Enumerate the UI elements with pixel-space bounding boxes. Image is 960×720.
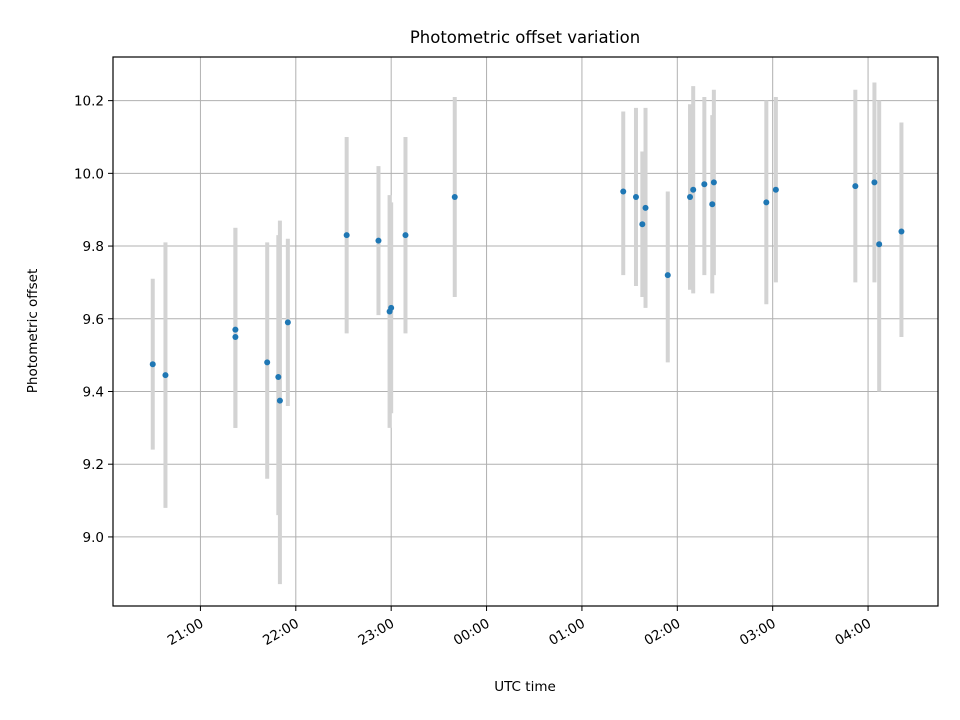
data-point <box>709 201 716 208</box>
data-point <box>375 237 382 244</box>
data-point <box>639 221 646 228</box>
y-tick-label: 9.2 <box>83 457 104 473</box>
data-point <box>871 179 878 186</box>
data-point <box>690 186 697 193</box>
data-point <box>275 373 282 380</box>
y-tick-label: 9.6 <box>83 312 104 328</box>
data-point <box>232 326 239 333</box>
data-point <box>451 193 458 200</box>
data-point <box>149 361 156 368</box>
data-point <box>264 359 271 366</box>
x-axis-label: UTC time <box>494 679 556 695</box>
data-point <box>276 397 283 404</box>
data-point <box>701 181 708 188</box>
data-point <box>876 241 883 248</box>
data-point <box>763 199 770 206</box>
data-point <box>284 319 291 326</box>
y-tick-label: 9.0 <box>83 530 104 546</box>
data-point <box>687 193 694 200</box>
plot-frame <box>112 56 939 607</box>
grid-lines <box>113 57 938 606</box>
data-point <box>710 179 717 186</box>
data-point <box>343 232 350 239</box>
y-tick-label: 10.0 <box>74 166 104 182</box>
chart-title: Photometric offset variation <box>410 28 640 47</box>
data-points <box>149 179 905 404</box>
data-point <box>852 183 859 190</box>
y-axis: 9.0 9.2 9.4 9.6 9.8 10.0 10.2 <box>74 94 113 546</box>
y-axis-label: Photometric offset <box>25 269 41 393</box>
data-point <box>898 228 905 235</box>
data-point <box>162 372 169 379</box>
data-point <box>642 204 649 211</box>
y-tick-label: 9.4 <box>83 384 104 400</box>
data-point <box>402 232 409 239</box>
data-point <box>620 188 627 195</box>
data-point <box>232 333 239 340</box>
data-point <box>772 186 779 193</box>
data-point <box>664 272 671 279</box>
data-point <box>632 193 639 200</box>
data-point <box>388 304 395 311</box>
y-tick-label: 10.2 <box>74 94 104 110</box>
y-tick-label: 9.8 <box>83 239 104 255</box>
